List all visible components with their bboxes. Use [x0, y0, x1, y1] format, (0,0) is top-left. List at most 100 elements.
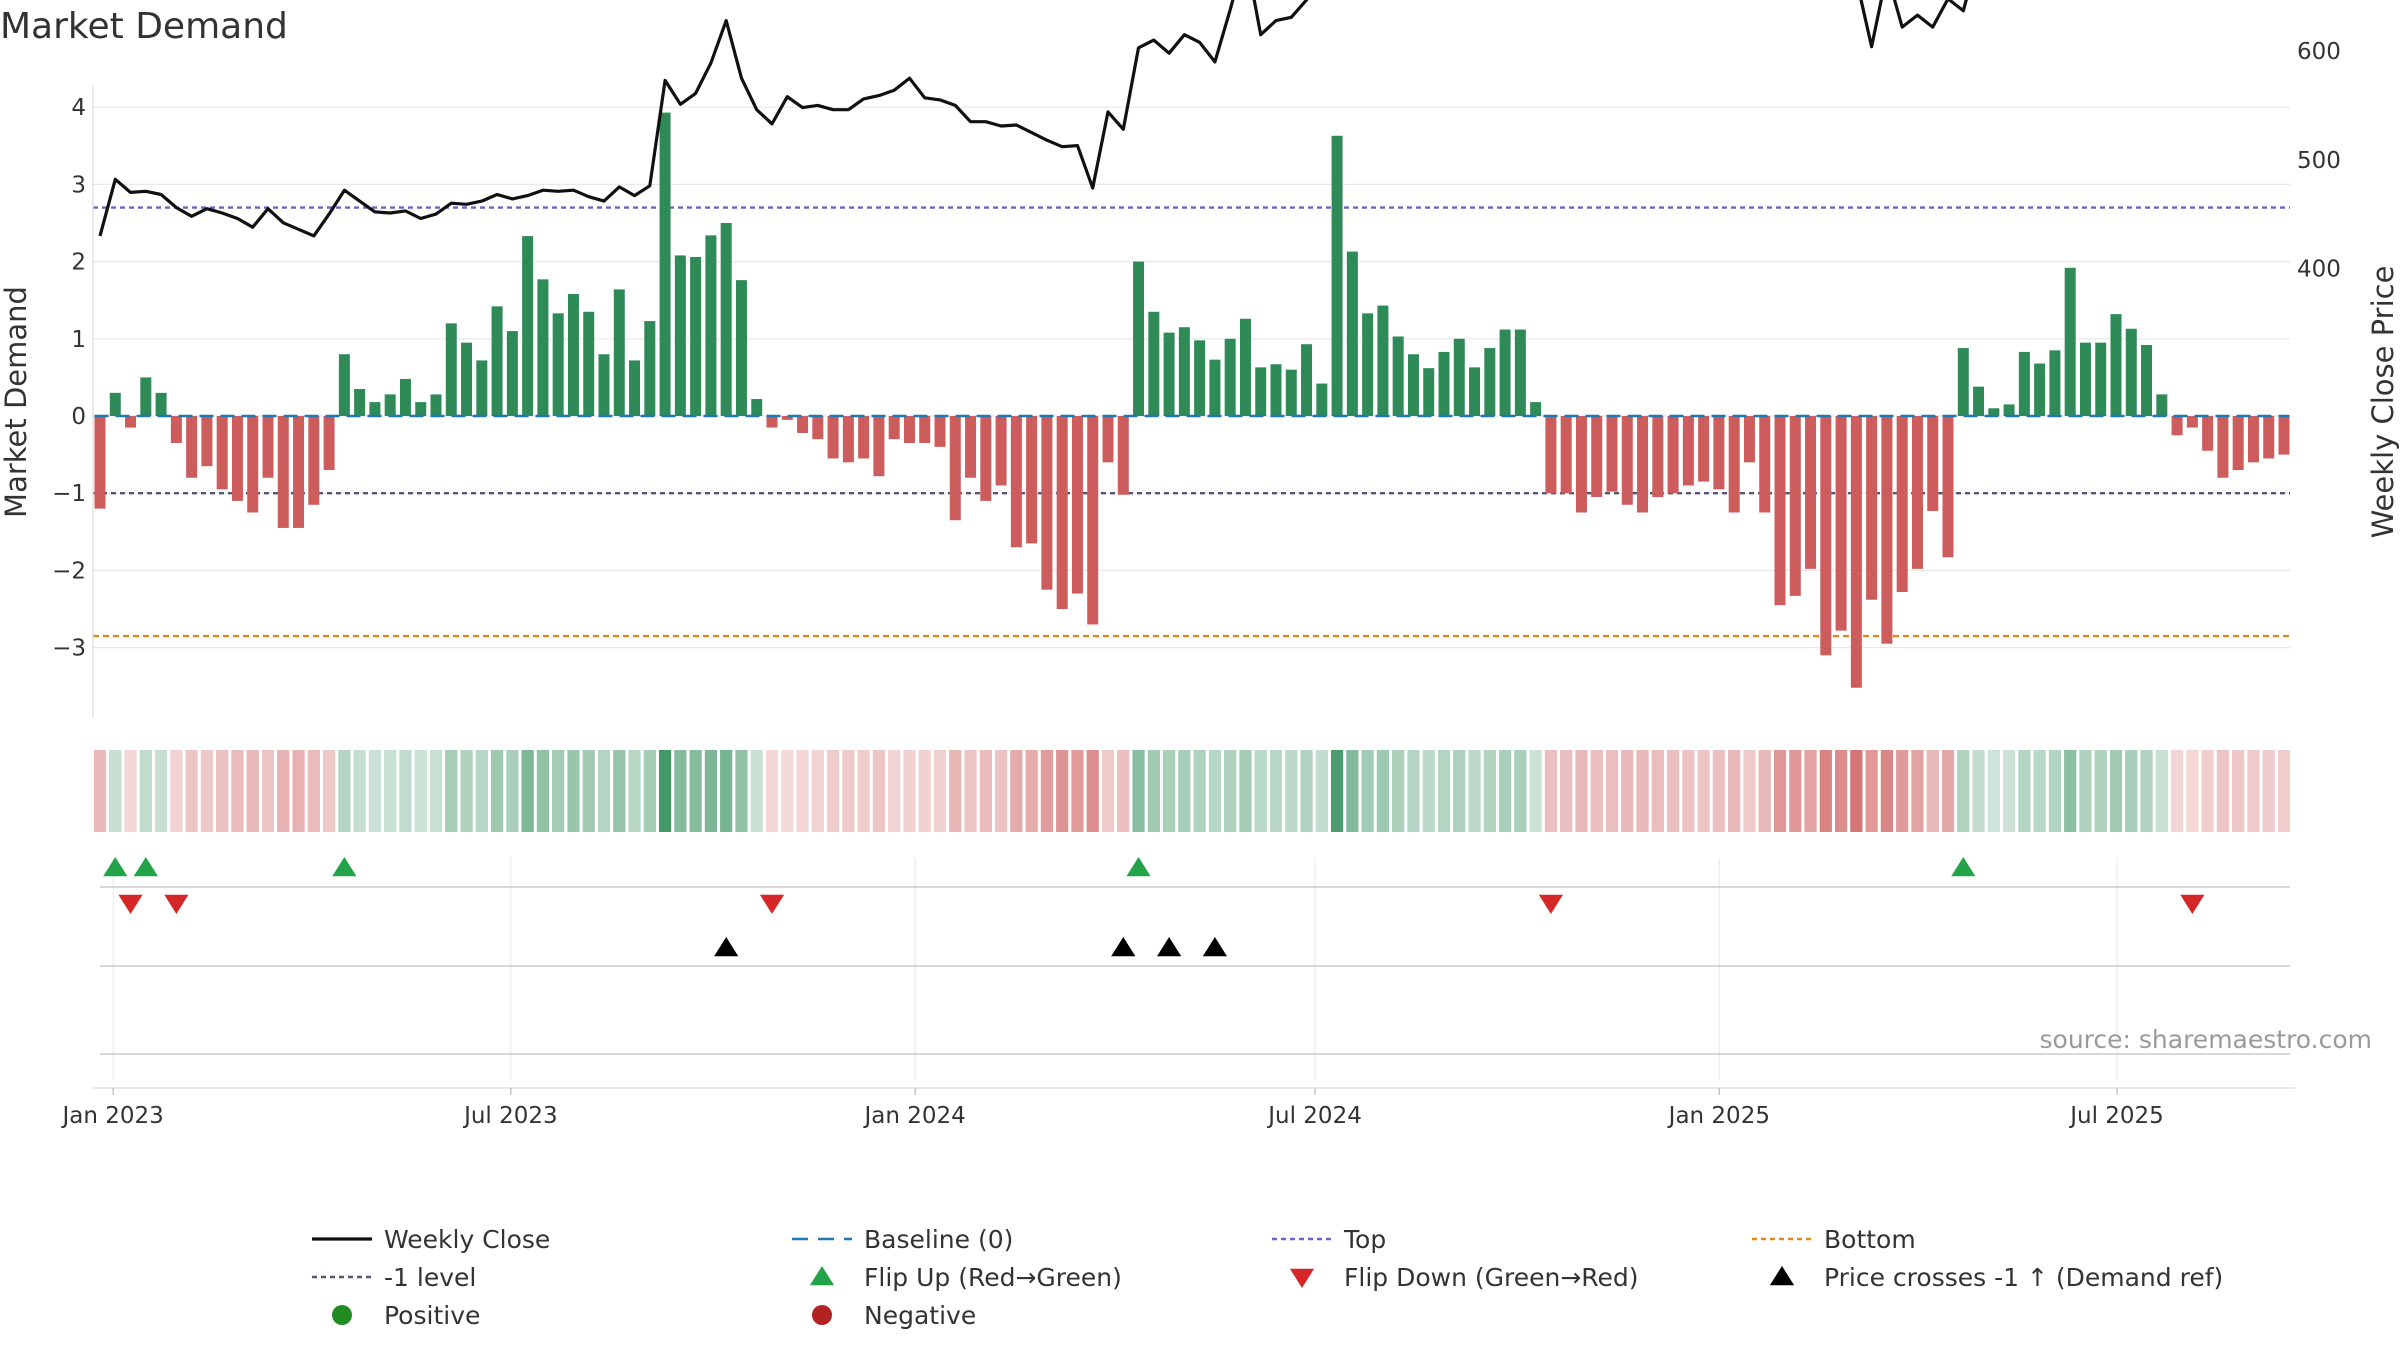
demand-bar-negative	[995, 416, 1007, 486]
strip-cell-positive	[139, 750, 152, 832]
demand-bar-positive	[537, 279, 549, 416]
demand-bar-negative	[1820, 416, 1832, 656]
strip-cell-negative	[1712, 750, 1726, 832]
strip-cell-positive	[353, 750, 366, 832]
demand-bar-negative	[1010, 416, 1022, 548]
demand-bar-negative	[1087, 416, 1099, 625]
strip-cell-positive	[597, 750, 611, 832]
demand-bar-negative	[201, 416, 213, 467]
demand-bar-positive	[491, 306, 503, 416]
demand-bar-positive	[598, 354, 610, 416]
demand-bar-positive	[1407, 354, 1419, 416]
demand-bar-negative	[919, 416, 931, 444]
demand-bar-negative	[1743, 416, 1755, 463]
legend-item-flip-down: Flip Down (Green→Red)	[1289, 1263, 1639, 1292]
strip-cell-negative	[933, 750, 947, 832]
demand-bar-negative	[2186, 416, 2198, 428]
strip-cell-negative	[1926, 750, 1939, 832]
strip-cell-negative	[231, 750, 244, 832]
strip-cell-negative	[1621, 750, 1634, 832]
strip-cell-negative	[1804, 750, 1817, 832]
strip-cell-positive	[1407, 750, 1420, 832]
strip-cell-positive	[429, 750, 443, 832]
strip-cell-positive	[536, 750, 550, 832]
flip-down-marker	[759, 894, 785, 914]
demand-bar-positive	[338, 354, 350, 416]
price-cross-marker	[1156, 937, 1182, 957]
flip-down-marker	[2180, 894, 2205, 914]
strip-cell-positive	[2140, 750, 2153, 832]
strip-cell-positive	[628, 750, 641, 832]
strip-cell-negative	[872, 750, 886, 832]
demand-bar-positive	[2018, 351, 2030, 416]
strip-cell-positive	[1208, 750, 1222, 832]
demand-bar-positive	[659, 112, 671, 416]
demand-bar-positive	[629, 360, 641, 416]
demand-bar-positive	[384, 394, 396, 416]
demand-bar-negative	[170, 416, 182, 444]
demand-bar-negative	[2278, 416, 2290, 455]
demand-bar-negative	[1774, 416, 1786, 606]
demand-bar-positive	[2156, 394, 2168, 416]
strip-cell-negative	[307, 750, 320, 832]
demand-bar-negative	[2217, 416, 2229, 478]
demand-bar-positive	[1377, 305, 1389, 416]
strip-cell-negative	[979, 750, 992, 832]
strip-cell-positive	[1498, 750, 1512, 832]
strip-cell-positive	[750, 750, 763, 832]
demand-bar-negative	[1071, 416, 1083, 594]
legend-item-bottom: Bottom	[1752, 1225, 1916, 1254]
strip-cell-positive	[1193, 750, 1206, 832]
flip-down-marker	[164, 894, 189, 914]
demand-bar-negative	[247, 416, 259, 513]
demand-bar-positive	[705, 235, 717, 416]
demand-bar-negative	[2232, 416, 2244, 471]
demand-bar-negative	[781, 416, 793, 420]
strip-cell-negative	[1758, 750, 1771, 832]
flip-up-marker	[103, 857, 128, 877]
legend-swatch-triangle-up	[1769, 1266, 1795, 1286]
strip-cell-negative	[826, 750, 840, 832]
strip-cell-negative	[1544, 750, 1558, 832]
strip-cell-negative	[2216, 750, 2230, 832]
demand-bar-positive	[751, 399, 763, 416]
demand-bar-negative	[186, 416, 198, 478]
demand-bar-positive	[1194, 340, 1206, 416]
demand-bar-positive	[644, 321, 656, 416]
strip-cell-positive	[1422, 750, 1435, 832]
demand-bar-negative	[1026, 416, 1038, 544]
demand-bar-negative	[949, 416, 961, 521]
demand-bar-positive	[2110, 314, 2122, 416]
strip-cell-negative	[781, 750, 794, 832]
strip-cell-negative	[1010, 750, 1023, 832]
strip-cell-positive	[490, 750, 504, 832]
demand-bar-negative	[1881, 416, 1893, 644]
demand-bar-positive	[1178, 327, 1190, 416]
strip-cell-positive	[414, 750, 427, 832]
strip-cell-negative	[949, 750, 962, 832]
demand-bar-positive	[2125, 328, 2137, 416]
demand-bar-positive	[369, 402, 381, 416]
strip-cell-positive	[445, 750, 458, 832]
strip-cell-negative	[1101, 750, 1115, 832]
strip-cell-negative	[1773, 750, 1787, 832]
strip-cell-negative	[1590, 750, 1603, 832]
demand-bar-negative	[125, 416, 137, 428]
legend-label: Weekly Close	[384, 1225, 550, 1254]
strip-cell-positive	[613, 750, 626, 832]
flip-down-marker	[1538, 894, 1564, 914]
strip-cell-positive	[1300, 750, 1313, 832]
demand-bar-positive	[522, 236, 534, 416]
strip-cell-positive	[2002, 750, 2016, 832]
demand-bar-negative	[1835, 416, 1847, 631]
demand-bar-negative	[2171, 416, 2183, 436]
demand-bar-positive	[1239, 318, 1251, 416]
strip-cell-negative	[964, 750, 977, 832]
strip-cell-positive	[1392, 750, 1405, 832]
demand-bar-positive	[2064, 267, 2076, 416]
strip-cell-positive	[1178, 750, 1191, 832]
demand-bar-positive	[1423, 368, 1435, 416]
y-tick-label: −1	[52, 481, 86, 507]
demand-bar-positive	[1148, 311, 1160, 416]
demand-bar-negative	[293, 416, 305, 528]
